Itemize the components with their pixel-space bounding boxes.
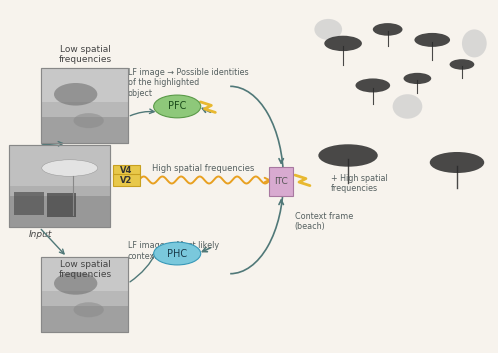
Ellipse shape bbox=[414, 33, 450, 47]
FancyBboxPatch shape bbox=[47, 193, 76, 217]
FancyBboxPatch shape bbox=[41, 257, 127, 291]
Ellipse shape bbox=[403, 73, 431, 84]
Ellipse shape bbox=[392, 94, 422, 119]
Ellipse shape bbox=[74, 302, 104, 317]
Text: LF image → Possible identities
of the highlighted
object: LF image → Possible identities of the hi… bbox=[127, 68, 249, 98]
FancyBboxPatch shape bbox=[41, 117, 127, 143]
FancyBboxPatch shape bbox=[9, 196, 111, 227]
Text: + High spatial
frequencies: + High spatial frequencies bbox=[331, 174, 387, 193]
Ellipse shape bbox=[373, 23, 402, 36]
Text: PFC: PFC bbox=[168, 101, 186, 112]
Ellipse shape bbox=[450, 59, 474, 70]
Ellipse shape bbox=[324, 36, 362, 51]
FancyBboxPatch shape bbox=[41, 306, 127, 332]
Ellipse shape bbox=[74, 113, 104, 128]
Text: Context frame
(beach): Context frame (beach) bbox=[294, 211, 353, 231]
Text: LF image → Most likely
context: LF image → Most likely context bbox=[127, 241, 219, 261]
FancyBboxPatch shape bbox=[113, 165, 139, 176]
Text: Low spatial
frequencies: Low spatial frequencies bbox=[59, 45, 112, 65]
FancyBboxPatch shape bbox=[14, 192, 44, 215]
Text: High spatial frequencies: High spatial frequencies bbox=[152, 164, 254, 173]
FancyBboxPatch shape bbox=[9, 145, 111, 190]
FancyBboxPatch shape bbox=[113, 174, 139, 186]
FancyBboxPatch shape bbox=[41, 257, 127, 332]
Ellipse shape bbox=[42, 160, 98, 176]
FancyBboxPatch shape bbox=[9, 186, 111, 196]
FancyBboxPatch shape bbox=[41, 68, 127, 102]
Ellipse shape bbox=[356, 78, 390, 92]
Ellipse shape bbox=[154, 242, 201, 265]
Text: V4: V4 bbox=[120, 166, 132, 175]
Ellipse shape bbox=[314, 19, 342, 40]
Ellipse shape bbox=[462, 29, 487, 58]
Text: Input: Input bbox=[28, 230, 52, 239]
Text: ITC: ITC bbox=[274, 177, 288, 186]
FancyBboxPatch shape bbox=[9, 145, 111, 227]
FancyBboxPatch shape bbox=[41, 291, 127, 306]
Ellipse shape bbox=[54, 272, 97, 295]
Ellipse shape bbox=[154, 95, 201, 118]
Ellipse shape bbox=[54, 83, 97, 106]
Text: Low spatial
frequencies: Low spatial frequencies bbox=[59, 259, 112, 279]
FancyBboxPatch shape bbox=[41, 68, 127, 143]
Ellipse shape bbox=[318, 144, 378, 167]
Text: PHC: PHC bbox=[167, 249, 187, 258]
FancyBboxPatch shape bbox=[269, 167, 293, 196]
FancyBboxPatch shape bbox=[41, 102, 127, 117]
Text: V2: V2 bbox=[120, 175, 132, 185]
Ellipse shape bbox=[430, 152, 484, 173]
